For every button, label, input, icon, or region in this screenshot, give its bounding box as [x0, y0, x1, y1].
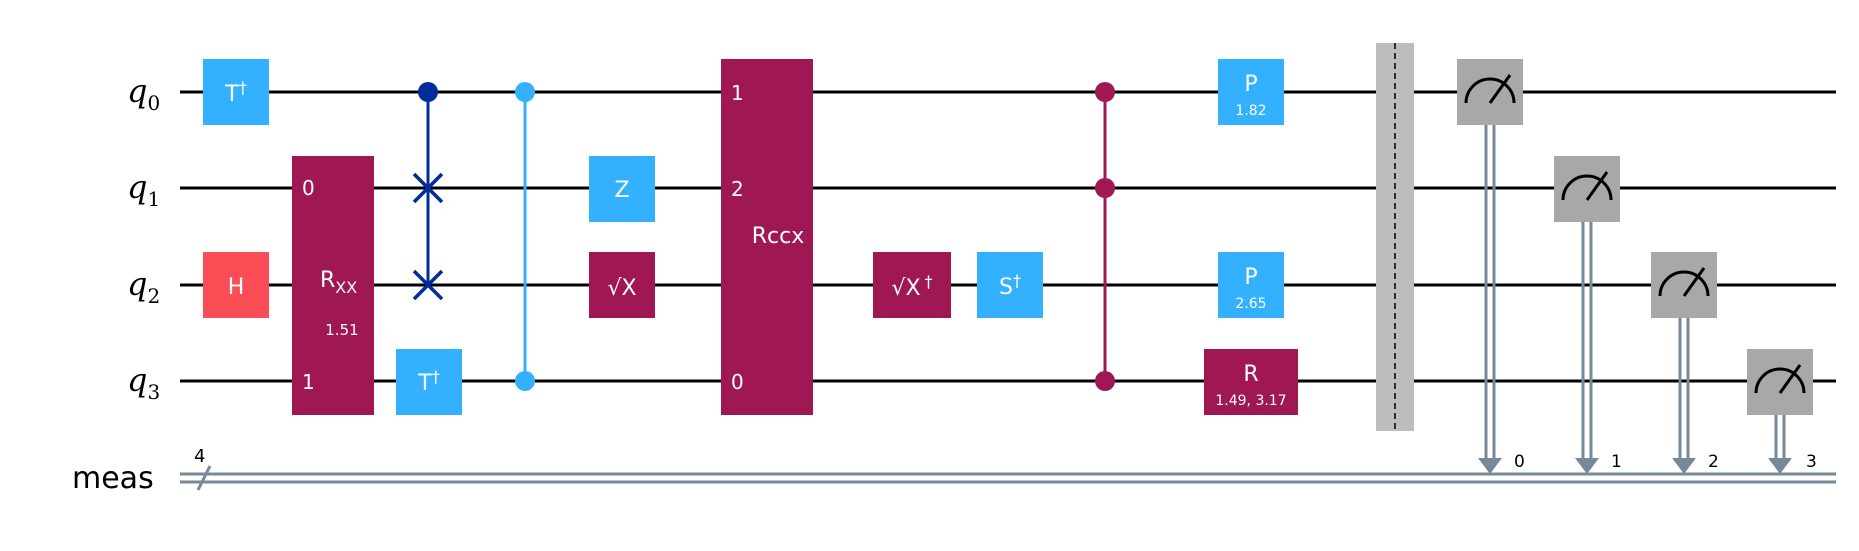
- svg-text:RXX: RXX: [320, 268, 357, 297]
- controlled-connection-q0-q3: [515, 82, 535, 391]
- svg-text:0: 0: [731, 370, 744, 394]
- control-dot-q1-c: [1095, 178, 1115, 198]
- svg-text:H: H: [228, 275, 245, 300]
- sdg-gate-q2: S†: [977, 252, 1043, 318]
- swap-cross-q1: [412, 172, 444, 204]
- rccx-gate: 1 2 0 Rccx: [721, 59, 813, 415]
- svg-text:1.49, 3.17: 1.49, 3.17: [1215, 393, 1286, 409]
- svg-text:2: 2: [731, 177, 744, 201]
- measure-index-1: 1: [1611, 452, 1622, 472]
- control-dot-q0-c: [1095, 82, 1115, 102]
- swap-cross-q2: [412, 269, 444, 301]
- control-dot-q3-c: [1095, 371, 1115, 391]
- label-q1: q1: [127, 168, 160, 211]
- register-slash: [196, 465, 212, 491]
- z-gate-q1: Z: [589, 156, 655, 222]
- svg-text:S†: S†: [999, 271, 1021, 300]
- svg-text:√X†: √X †: [891, 272, 932, 301]
- svg-text:R: R: [1243, 362, 1258, 387]
- svg-text:Rccx: Rccx: [752, 224, 805, 249]
- measure-gate-q3: 3: [1747, 349, 1817, 474]
- h-gate-q2: H: [203, 252, 269, 318]
- controlled-connection-q0-q1-q3: [1095, 82, 1115, 391]
- label-q3: q3: [127, 361, 160, 404]
- svg-text:T†: T†: [417, 367, 439, 396]
- svg-text:2.65: 2.65: [1235, 296, 1266, 312]
- control-dot-q0: [418, 82, 438, 102]
- classical-wire: 4: [180, 446, 1836, 491]
- label-q2: q2: [127, 265, 160, 308]
- svg-text:0: 0: [302, 176, 315, 200]
- label-meas: meas: [72, 461, 154, 496]
- svg-text:1.82: 1.82: [1235, 103, 1266, 119]
- swap-connection: [412, 82, 444, 301]
- measure-index-2: 2: [1708, 452, 1719, 472]
- control-dot-q3-b: [515, 371, 535, 391]
- measure-index-0: 0: [1514, 452, 1525, 472]
- r-gate-q3: R 1.49, 3.17: [1204, 349, 1298, 415]
- wire-labels: q0 q1 q2 q3 meas: [72, 72, 160, 496]
- barrier: [1376, 43, 1414, 431]
- svg-text:1: 1: [302, 370, 315, 394]
- svg-text:Z: Z: [614, 178, 629, 203]
- sx-gate-q2: √X: [589, 252, 655, 318]
- tdg-gate-q0: T†: [203, 59, 269, 125]
- p-gate-q2: P 2.65: [1218, 252, 1284, 318]
- tdg-gate-q3: T†: [396, 349, 462, 415]
- measure-index-3: 3: [1806, 452, 1817, 472]
- measure-gate-q0: 0: [1457, 59, 1525, 474]
- svg-text:√X: √X: [607, 276, 636, 301]
- svg-text:P: P: [1244, 72, 1257, 97]
- svg-text:1.51: 1.51: [325, 321, 358, 339]
- measure-gate-q1: 1: [1554, 156, 1622, 474]
- svg-text:T†: T†: [224, 78, 246, 107]
- svg-text:1: 1: [731, 81, 744, 105]
- p-gate-q0: P 1.82: [1218, 59, 1284, 125]
- label-q0: q0: [127, 72, 160, 115]
- rxx-gate: 0 1 RXX 1.51: [292, 156, 374, 415]
- measure-gate-q2: 2: [1651, 252, 1719, 474]
- register-size: 4: [194, 446, 205, 467]
- sxdg-gate-q2: √X †: [873, 252, 951, 318]
- svg-text:P: P: [1244, 265, 1257, 290]
- control-dot-q0-b: [515, 82, 535, 102]
